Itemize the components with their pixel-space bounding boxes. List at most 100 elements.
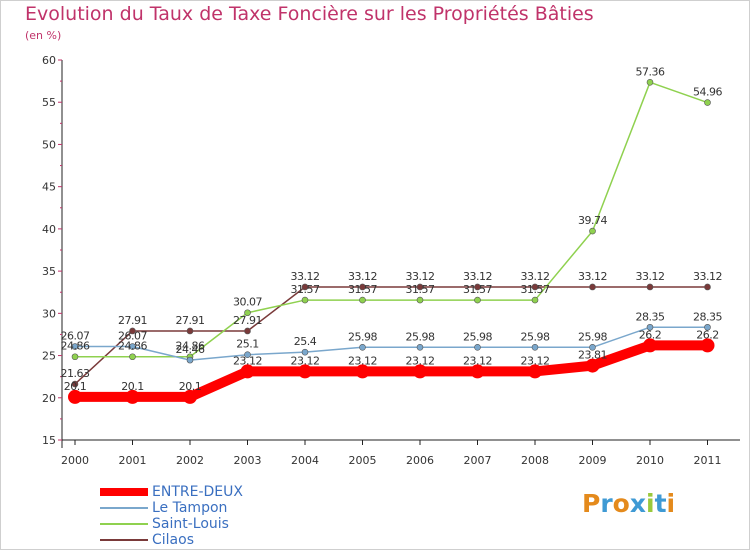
data-point-cilaos: [244, 327, 251, 335]
legend-label-le-tampon: Le Tampon: [152, 500, 228, 516]
data-label-cilaos: 33.12: [291, 270, 320, 283]
x-tick-label: 2007: [464, 454, 492, 467]
y-tick-label: 60: [42, 54, 56, 67]
data-label-cilaos: 27.91: [118, 314, 147, 327]
data-label-le-tampon: 28.35: [693, 310, 722, 323]
data-label-cilaos: 27.91: [233, 314, 262, 327]
data-label-entre-deux: 23.12: [521, 354, 550, 367]
data-label-saint-louis: 31.57: [291, 283, 320, 296]
data-point-le-tampon: [704, 323, 711, 331]
data-point-le-tampon: [474, 343, 481, 351]
logo-letter: i: [646, 489, 655, 518]
data-point-cilaos: [129, 327, 136, 335]
y-tick-label: 55: [42, 96, 56, 109]
data-label-saint-louis: 31.57: [348, 283, 377, 296]
data-point-saint-louis: [416, 296, 424, 304]
data-label-saint-louis: 54.96: [693, 86, 722, 99]
logo-letter: i: [666, 489, 676, 518]
data-point-saint-louis: [646, 78, 654, 86]
y-tick-label: 35: [42, 265, 56, 278]
data-label-le-tampon: 25.98: [406, 330, 435, 343]
x-tick-label: 2006: [406, 454, 434, 467]
data-label-saint-louis: 24.86: [118, 340, 147, 353]
data-point-le-tampon: [416, 343, 424, 351]
data-label-entre-deux: 23.12: [233, 354, 262, 367]
data-point-cilaos: [531, 283, 539, 291]
data-label-saint-louis: 31.57: [463, 283, 492, 296]
data-label-le-tampon: 25.98: [463, 330, 492, 343]
data-point-saint-louis: [244, 309, 251, 317]
legend-label-entre-deux: ENTRE-DEUX: [152, 484, 243, 500]
series-line-entre-deux: [70, 340, 713, 402]
data-label-cilaos: 33.12: [636, 270, 665, 283]
legend-label-saint-louis: Saint-Louis: [152, 516, 229, 532]
data-point-entre-deux: [183, 389, 197, 404]
y-tick-label: 25: [42, 350, 56, 363]
data-point-entre-deux: [240, 364, 255, 379]
data-point-saint-louis: [704, 99, 711, 106]
data-label-entre-deux: 20.1: [121, 380, 144, 393]
data-label-entre-deux: 20.1: [64, 380, 87, 393]
data-label-le-tampon: 28.35: [636, 310, 665, 323]
data-point-le-tampon: [186, 356, 194, 364]
data-point-cilaos: [359, 283, 366, 291]
data-label-entre-deux: 23.12: [463, 354, 492, 367]
x-tick-label: 2009: [579, 454, 607, 467]
data-point-entre-deux: [528, 364, 542, 379]
data-label-entre-deux: 23.12: [291, 354, 320, 367]
x-tick-label: 2008: [521, 454, 549, 467]
legend-swatch-cilaos: [100, 539, 148, 541]
data-label-le-tampon: 25.1: [236, 338, 259, 351]
legend-swatch-saint-louis: [100, 523, 148, 525]
data-label-saint-louis: 57.36: [636, 65, 665, 78]
logo-letter: o: [612, 489, 630, 518]
data-label-cilaos: 33.12: [521, 270, 550, 283]
data-label-le-tampon: 24.46: [176, 343, 205, 356]
data-point-entre-deux: [470, 364, 485, 379]
data-point-cilaos: [301, 283, 309, 291]
data-label-saint-louis: 39.74: [578, 214, 607, 227]
legend-label-cilaos: Cilaos: [152, 532, 194, 548]
data-point-le-tampon: [129, 343, 136, 350]
data-point-le-tampon: [531, 343, 539, 351]
data-label-entre-deux: 23.12: [406, 354, 435, 367]
data-label-le-tampon: 25.98: [578, 330, 607, 343]
data-label-saint-louis: 31.57: [406, 283, 435, 296]
data-label-entre-deux: 26.2: [639, 328, 662, 341]
data-point-saint-louis: [359, 296, 366, 304]
series-line-le-tampon: [74, 326, 709, 361]
data-label-entre-deux: 23.12: [348, 354, 377, 367]
y-tick-label: 15: [42, 434, 56, 447]
data-point-le-tampon: [646, 323, 654, 331]
data-point-le-tampon: [244, 351, 251, 359]
data-point-le-tampon: [589, 343, 596, 351]
logo-letter: r: [600, 489, 613, 518]
logo-letter: P: [582, 489, 601, 518]
y-tick-label: 50: [42, 138, 56, 151]
data-label-entre-deux: 20.1: [179, 380, 202, 393]
data-label-le-tampon: 26.07: [61, 330, 90, 343]
data-label-cilaos: 33.12: [348, 270, 377, 283]
data-label-cilaos: 21.63: [61, 367, 90, 380]
data-point-cilaos: [646, 283, 654, 291]
data-point-entre-deux: [413, 364, 427, 379]
data-label-entre-deux: 23.81: [578, 349, 607, 362]
legend-swatch-entre-deux: [100, 488, 148, 496]
data-label-saint-louis: 24.86: [61, 340, 90, 353]
x-tick-label: 2001: [119, 454, 147, 467]
data-point-entre-deux: [298, 364, 312, 379]
data-point-cilaos: [71, 380, 79, 388]
data-point-entre-deux: [355, 364, 370, 379]
chart-title: Evolution du Taux de Taxe Foncière sur l…: [25, 3, 594, 25]
logo-letter: x: [629, 489, 646, 518]
data-label-cilaos: 33.12: [578, 270, 607, 283]
data-point-cilaos: [186, 327, 194, 335]
data-point-entre-deux: [125, 389, 140, 404]
data-point-cilaos: [474, 283, 481, 291]
data-point-le-tampon: [301, 348, 309, 356]
x-tick-label: 2003: [234, 454, 262, 467]
x-tick-label: 2005: [349, 454, 377, 467]
data-point-saint-louis: [531, 296, 539, 304]
x-tick-label: 2000: [61, 454, 89, 467]
